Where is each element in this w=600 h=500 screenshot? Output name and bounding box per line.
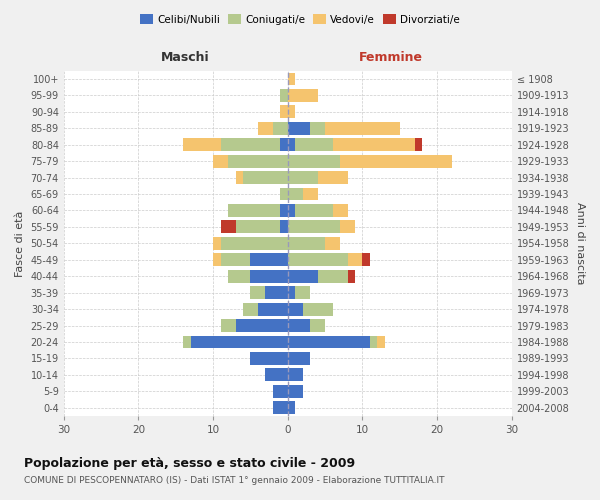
Bar bbox=[288, 106, 295, 118]
Bar bbox=[250, 254, 288, 266]
Text: Femmine: Femmine bbox=[359, 51, 423, 64]
Bar bbox=[303, 188, 317, 200]
Bar bbox=[325, 237, 340, 250]
Text: COMUNE DI PESCOPENNATARO (IS) - Dati ISTAT 1° gennaio 2009 - Elaborazione TUTTIT: COMUNE DI PESCOPENNATARO (IS) - Dati IST… bbox=[24, 476, 445, 485]
Bar bbox=[325, 122, 400, 134]
Bar bbox=[317, 171, 347, 184]
Bar bbox=[288, 72, 295, 86]
Text: Maschi: Maschi bbox=[160, 51, 209, 64]
Bar bbox=[362, 254, 370, 266]
Bar bbox=[191, 336, 288, 348]
Bar bbox=[288, 319, 310, 332]
Bar bbox=[221, 254, 250, 266]
Bar bbox=[370, 336, 377, 348]
Bar bbox=[250, 286, 265, 299]
Bar bbox=[377, 336, 385, 348]
Bar bbox=[288, 336, 370, 348]
Bar bbox=[183, 138, 221, 151]
Bar bbox=[295, 204, 332, 217]
Bar bbox=[265, 286, 288, 299]
Bar bbox=[273, 122, 288, 134]
Bar bbox=[273, 385, 288, 398]
Bar bbox=[310, 319, 325, 332]
Bar bbox=[288, 220, 340, 234]
Bar bbox=[280, 188, 288, 200]
Bar bbox=[258, 122, 273, 134]
Bar bbox=[288, 270, 317, 282]
Bar bbox=[288, 385, 303, 398]
Bar bbox=[280, 220, 288, 234]
Bar bbox=[236, 319, 288, 332]
Bar bbox=[288, 254, 347, 266]
Bar bbox=[288, 237, 325, 250]
Bar bbox=[258, 302, 288, 316]
Bar bbox=[288, 171, 317, 184]
Y-axis label: Fasce di età: Fasce di età bbox=[15, 210, 25, 276]
Bar bbox=[347, 270, 355, 282]
Bar bbox=[288, 89, 317, 102]
Bar bbox=[221, 220, 236, 234]
Bar bbox=[317, 270, 347, 282]
Bar bbox=[213, 154, 228, 168]
Bar bbox=[280, 89, 288, 102]
Bar bbox=[288, 352, 310, 365]
Bar bbox=[332, 138, 415, 151]
Bar bbox=[288, 302, 303, 316]
Bar bbox=[288, 122, 310, 134]
Bar bbox=[228, 154, 288, 168]
Bar bbox=[280, 204, 288, 217]
Bar bbox=[183, 336, 191, 348]
Bar bbox=[250, 352, 288, 365]
Bar bbox=[415, 138, 422, 151]
Bar bbox=[213, 254, 221, 266]
Bar bbox=[243, 171, 288, 184]
Bar bbox=[288, 188, 303, 200]
Bar bbox=[250, 270, 288, 282]
Bar bbox=[340, 154, 452, 168]
Bar bbox=[288, 154, 340, 168]
Bar bbox=[280, 138, 288, 151]
Bar bbox=[288, 204, 295, 217]
Bar bbox=[347, 254, 362, 266]
Bar bbox=[310, 122, 325, 134]
Bar bbox=[228, 270, 250, 282]
Bar bbox=[273, 402, 288, 414]
Bar bbox=[288, 138, 295, 151]
Bar bbox=[295, 286, 310, 299]
Bar bbox=[295, 138, 332, 151]
Bar bbox=[340, 220, 355, 234]
Bar bbox=[243, 302, 258, 316]
Y-axis label: Anni di nascita: Anni di nascita bbox=[575, 202, 585, 284]
Bar bbox=[303, 302, 332, 316]
Bar bbox=[221, 138, 280, 151]
Bar bbox=[236, 220, 280, 234]
Bar bbox=[228, 204, 280, 217]
Bar bbox=[288, 286, 295, 299]
Bar bbox=[288, 402, 295, 414]
Bar bbox=[332, 204, 347, 217]
Bar bbox=[221, 319, 236, 332]
Bar bbox=[280, 106, 288, 118]
Bar bbox=[221, 237, 288, 250]
Bar bbox=[213, 237, 221, 250]
Bar bbox=[236, 171, 243, 184]
Legend: Celibi/Nubili, Coniugati/e, Vedovi/e, Divorziati/e: Celibi/Nubili, Coniugati/e, Vedovi/e, Di… bbox=[136, 10, 464, 29]
Bar bbox=[265, 368, 288, 382]
Text: Popolazione per età, sesso e stato civile - 2009: Popolazione per età, sesso e stato civil… bbox=[24, 458, 355, 470]
Bar bbox=[288, 368, 303, 382]
